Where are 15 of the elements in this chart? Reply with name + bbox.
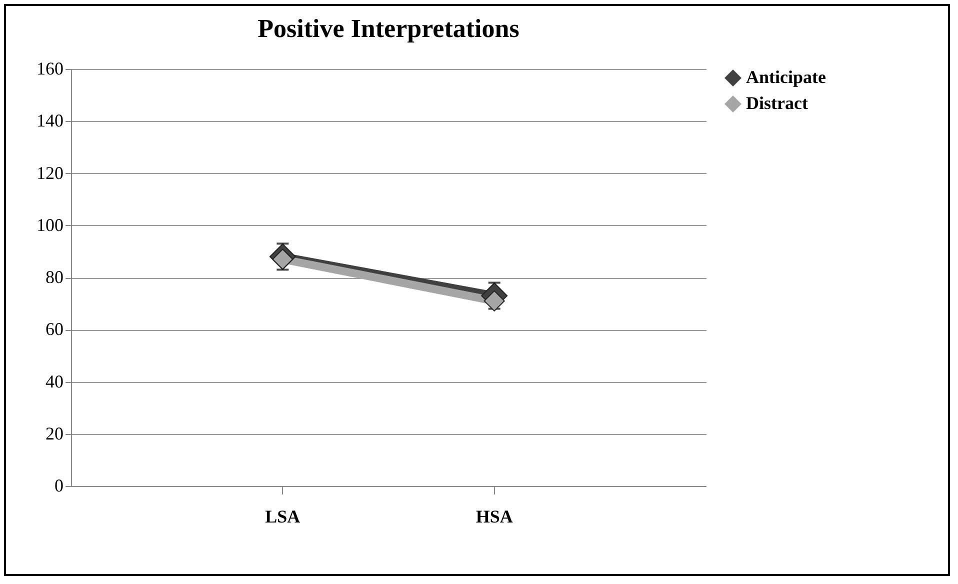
x-tick-label: HSA: [476, 506, 513, 526]
x-tick-label: LSA: [265, 506, 300, 526]
y-tick-label: 80: [46, 267, 64, 287]
y-tick-label: 160: [36, 58, 64, 78]
y-tick-label: 40: [46, 371, 64, 392]
point: [484, 290, 505, 312]
y-tick-label: 140: [36, 110, 64, 131]
legend-label: Anticipate: [746, 67, 826, 87]
y-tick-label: 60: [46, 319, 64, 340]
legend-label: Distract: [746, 93, 808, 113]
chart-title: Positive Interpretations: [258, 14, 520, 43]
y-tick-label: 100: [36, 214, 64, 235]
y-tick-label: 120: [36, 162, 64, 183]
y-tick-label: 20: [46, 423, 64, 444]
y-tick-label: 0: [54, 476, 64, 496]
